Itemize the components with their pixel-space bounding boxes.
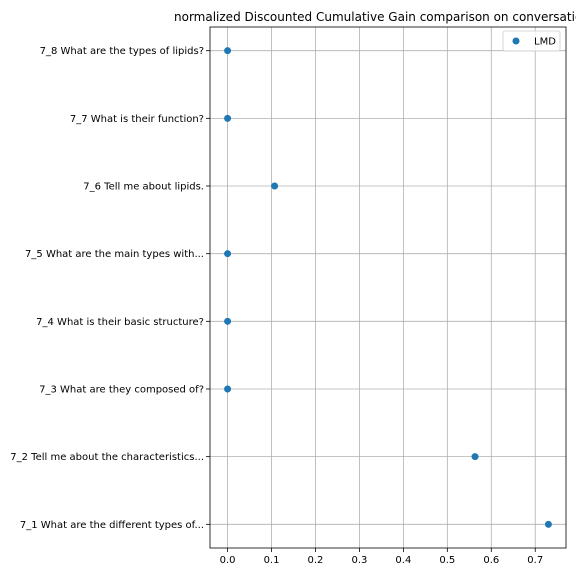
x-tick-label: 0.3 xyxy=(351,555,367,566)
point-layer xyxy=(224,47,552,528)
legend-marker xyxy=(512,37,520,45)
y-tick-label: 7_5 What are the main types with... xyxy=(25,249,204,260)
y-tick-label: 7_1 What are the different types of... xyxy=(20,520,204,531)
plot-area-frame xyxy=(209,26,567,549)
y-tick-label: 7_3 What are they composed of? xyxy=(39,384,204,395)
x-tick-label: 0.0 xyxy=(220,555,236,566)
y-tick-label: 7_6 Tell me about lipids. xyxy=(83,182,204,193)
chart-title: normalized Discounted Cumulative Gain co… xyxy=(174,10,576,24)
y-tick-label: 7_2 Tell me about the characteristics... xyxy=(10,452,204,463)
data-point xyxy=(471,453,479,461)
grid-layer xyxy=(210,27,566,548)
x-tick-label: 0.7 xyxy=(527,555,543,566)
x-tick-label: 0.6 xyxy=(483,555,499,566)
data-point xyxy=(544,520,552,528)
x-tick-label: 0.5 xyxy=(439,555,455,566)
x-tick-label: 0.4 xyxy=(395,555,411,566)
y-tick-label: 7_4 What is their basic structure? xyxy=(36,317,204,328)
data-point xyxy=(224,250,232,258)
data-point xyxy=(224,47,232,55)
data-point xyxy=(224,385,232,393)
legend-label: LMD xyxy=(534,37,556,48)
legend: LMD xyxy=(502,30,561,52)
x-tick-label: 0.1 xyxy=(264,555,280,566)
y-tick-label: 7_8 What are the types of lipids? xyxy=(40,46,204,57)
tick-layer: 0.0 0.1 0.2 0.3 0.4 0.5 0.6 0.7 7_1 What are the… xyxy=(10,46,543,566)
data-point xyxy=(271,182,279,190)
x-tick-label: 0.2 xyxy=(308,555,324,566)
y-tick-label: 7_7 What is their function? xyxy=(70,114,204,125)
data-point xyxy=(224,114,232,122)
data-point xyxy=(224,317,232,325)
legend-box xyxy=(502,30,561,52)
